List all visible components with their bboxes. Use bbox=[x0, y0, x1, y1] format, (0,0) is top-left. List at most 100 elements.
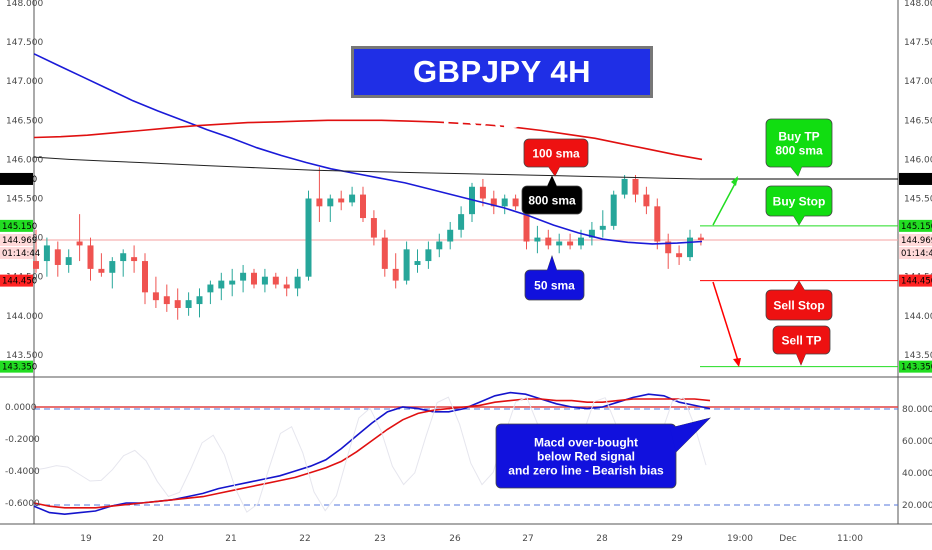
buy_tp-badge-left bbox=[0, 172, 33, 185]
countdown-badge-left-text: 01:14:44 bbox=[2, 249, 40, 259]
candle-body bbox=[687, 237, 693, 258]
candle-body bbox=[643, 194, 650, 207]
rsi-tick-right: 60.0000 bbox=[902, 437, 932, 447]
candle-body bbox=[501, 198, 508, 207]
rsi-tick-right: 40.0000 bbox=[902, 469, 932, 479]
price-tick-left: 146.000 bbox=[6, 155, 43, 165]
price-tick-right: 146.000 bbox=[904, 155, 932, 165]
price-tick-left: 148.000 bbox=[6, 0, 43, 9]
price-tick-right: 146.500 bbox=[904, 116, 932, 126]
candle-body bbox=[436, 241, 443, 250]
50-sma-line bbox=[33, 53, 703, 245]
candle-body bbox=[545, 237, 552, 246]
price-tick-right: 147.500 bbox=[904, 38, 932, 48]
buy_stop-badge-right bbox=[899, 219, 932, 232]
price-tick-right: 145.500 bbox=[904, 195, 932, 205]
date-tick: 27 bbox=[522, 534, 533, 544]
rsi-tick-right: 80.0000 bbox=[902, 405, 932, 415]
candle-body bbox=[676, 253, 683, 258]
sma800-callout-text: 800 sma bbox=[528, 193, 576, 207]
candle-body bbox=[207, 284, 214, 293]
buy-arrow bbox=[712, 177, 739, 226]
candle-body bbox=[621, 178, 628, 195]
sell-tp-callout-text: Sell TP bbox=[781, 333, 821, 347]
sell_tp-badge-right bbox=[899, 360, 932, 373]
buy_stop-badge-left-text: 145.150 bbox=[2, 222, 37, 232]
sell_stop-badge-right bbox=[899, 274, 932, 287]
last_price-badge-left-text: 144.969 bbox=[2, 236, 37, 246]
candle-body bbox=[349, 194, 356, 203]
buy-stop-callout-pointer-fill bbox=[793, 215, 805, 225]
last_price-badge-right bbox=[899, 234, 932, 247]
sell_tp-badge-left bbox=[0, 360, 33, 373]
candle-body bbox=[370, 218, 377, 238]
candle-body bbox=[588, 229, 595, 238]
date-tick: 28 bbox=[596, 534, 608, 544]
price-tick-right: 148.000 bbox=[904, 0, 932, 9]
candle-body bbox=[697, 237, 704, 240]
candle-body bbox=[381, 237, 388, 269]
800-sma-line bbox=[33, 156, 701, 180]
candle-body bbox=[54, 249, 61, 265]
sell-arrowhead bbox=[733, 358, 741, 367]
sma100-callout: 100 sma bbox=[523, 138, 589, 177]
candle-body bbox=[87, 245, 94, 269]
price-tick-right: 147.000 bbox=[904, 77, 932, 87]
buy_tp-badge-left-text: 145.750 bbox=[2, 175, 37, 185]
candle-body bbox=[654, 206, 661, 242]
price-tick-left: 143.500 bbox=[6, 351, 43, 361]
sell-tp-callout: Sell TP bbox=[772, 325, 831, 366]
candle-body bbox=[43, 245, 50, 262]
macd-callout-text: below Red signal bbox=[537, 449, 635, 463]
countdown-badge-right-text: 01:14:44 bbox=[901, 249, 932, 259]
price-tick-right: 143.500 bbox=[904, 351, 932, 361]
candle-body bbox=[414, 261, 421, 265]
candle-body bbox=[403, 249, 410, 281]
candle-body bbox=[632, 178, 639, 195]
candle-body bbox=[512, 198, 519, 207]
date-tick: 19:00 bbox=[727, 534, 753, 544]
candle-body bbox=[65, 257, 72, 265]
buy-tp-callout-pointer-fill bbox=[790, 166, 802, 176]
sma100-callout-text: 100 sma bbox=[532, 146, 580, 160]
buy_tp-badge-right bbox=[899, 172, 932, 185]
candle-body bbox=[261, 276, 268, 285]
sell-stop-callout-pointer-fill bbox=[793, 281, 805, 291]
candle-body bbox=[610, 194, 617, 226]
countdown-badge-right bbox=[899, 247, 932, 260]
buy-stop-callout-text: Buy Stop bbox=[773, 194, 826, 208]
buy-tp-callout-text: 800 sma bbox=[775, 143, 823, 157]
price-tick-right: 144.000 bbox=[904, 312, 932, 322]
chart-title: GBPJPY 4H TRADES bbox=[351, 46, 653, 135]
buy_tp-badge-right-text: 145.750 bbox=[901, 175, 932, 185]
date-tick: 29 bbox=[671, 534, 683, 544]
date-tick: 22 bbox=[299, 534, 310, 544]
candlesticks bbox=[33, 167, 704, 320]
signal-line bbox=[33, 398, 711, 509]
price-tick-left: 147.000 bbox=[6, 77, 43, 87]
sell_stop-badge-right-text: 144.450 bbox=[901, 277, 932, 287]
last_price-badge-right-text: 144.969 bbox=[901, 236, 932, 246]
date-tick: 23 bbox=[374, 534, 385, 544]
candle-body bbox=[131, 257, 138, 262]
candle-body bbox=[490, 198, 497, 207]
candle-body bbox=[283, 284, 290, 289]
rsi-tick-right: 20.0000 bbox=[902, 501, 932, 511]
sma50-callout-pointer-fill bbox=[547, 256, 557, 271]
sell-tp-callout-pointer-fill bbox=[796, 353, 806, 365]
macd-callout-box bbox=[495, 423, 677, 489]
candle-body bbox=[338, 198, 345, 203]
buy_stop-badge-right-text: 145.150 bbox=[901, 222, 932, 232]
candle-body bbox=[109, 261, 116, 273]
candle-body bbox=[316, 198, 323, 207]
sell-stop-callout-text: Sell Stop bbox=[773, 298, 824, 312]
candle-body bbox=[196, 296, 203, 305]
candle-body bbox=[251, 272, 257, 285]
candle-body bbox=[665, 241, 672, 254]
date-tick: Dec bbox=[779, 534, 796, 544]
candle-body bbox=[98, 268, 105, 273]
candle-body bbox=[142, 261, 148, 293]
buy_stop-badge-left bbox=[0, 219, 33, 232]
